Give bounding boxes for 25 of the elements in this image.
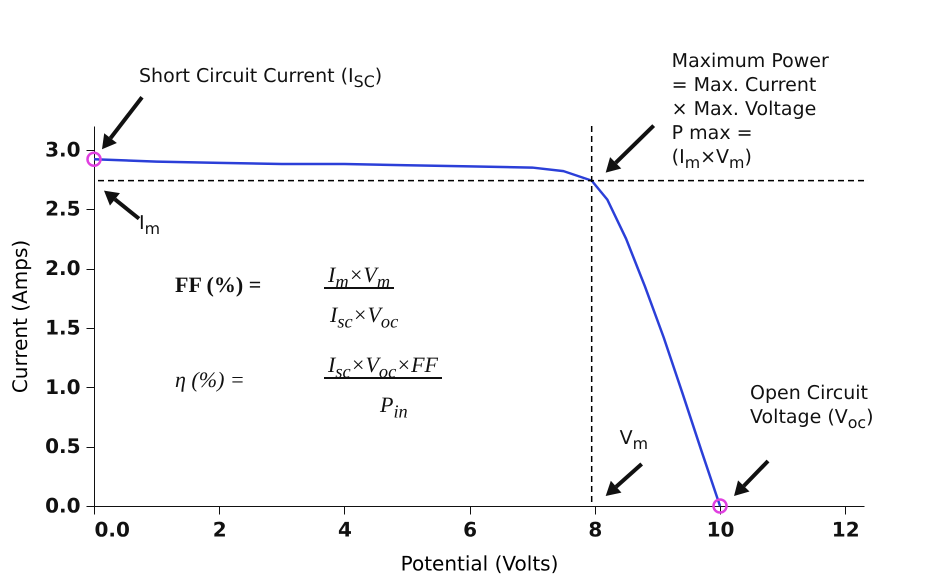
x-tick-label: 8 xyxy=(588,518,602,542)
y-tick-label: 0.0 xyxy=(45,494,80,518)
y-tick-label: 1.0 xyxy=(45,374,80,399)
annotation: V$_{m}$ xyxy=(620,426,650,455)
annotation: Open Circuit Voltage (V$_{oc}$) xyxy=(750,381,875,434)
annotation: P$_{in}$ xyxy=(380,392,408,422)
annotation: FF (%) = xyxy=(175,272,262,298)
x-tick-label: 0.0 xyxy=(94,518,130,542)
y-axis-title: Current (Amps) xyxy=(8,240,32,394)
y-tick-label: 1.5 xyxy=(45,315,80,340)
text: Short Circuit Current (I$_{SC}$) xyxy=(139,64,384,94)
annotation: I$_{m}$ xyxy=(139,210,162,240)
y-tick-label: 2.5 xyxy=(45,196,80,221)
annotation: η (%) = xyxy=(175,367,245,393)
annotation: I$_{sc}$×V$_{oc}$ xyxy=(330,302,398,332)
y-tick-label: 3.0 xyxy=(45,137,80,162)
text: Maximum Power = Max. Current × Max. Voltage P max = (I$_{m}$×V$_{m}$) xyxy=(672,50,829,172)
y-tick-label: 2.0 xyxy=(45,256,80,280)
x-tick-label: 12 xyxy=(832,518,860,542)
x-tick-label: 2 xyxy=(212,518,227,542)
y-tick-label: 0.5 xyxy=(45,434,80,458)
x-axis-title: Potential (Volts) xyxy=(400,552,558,576)
x-tick-label: 4 xyxy=(338,518,352,542)
x-tick-label: 6 xyxy=(463,518,478,542)
x-tick-label: 10 xyxy=(706,518,734,542)
